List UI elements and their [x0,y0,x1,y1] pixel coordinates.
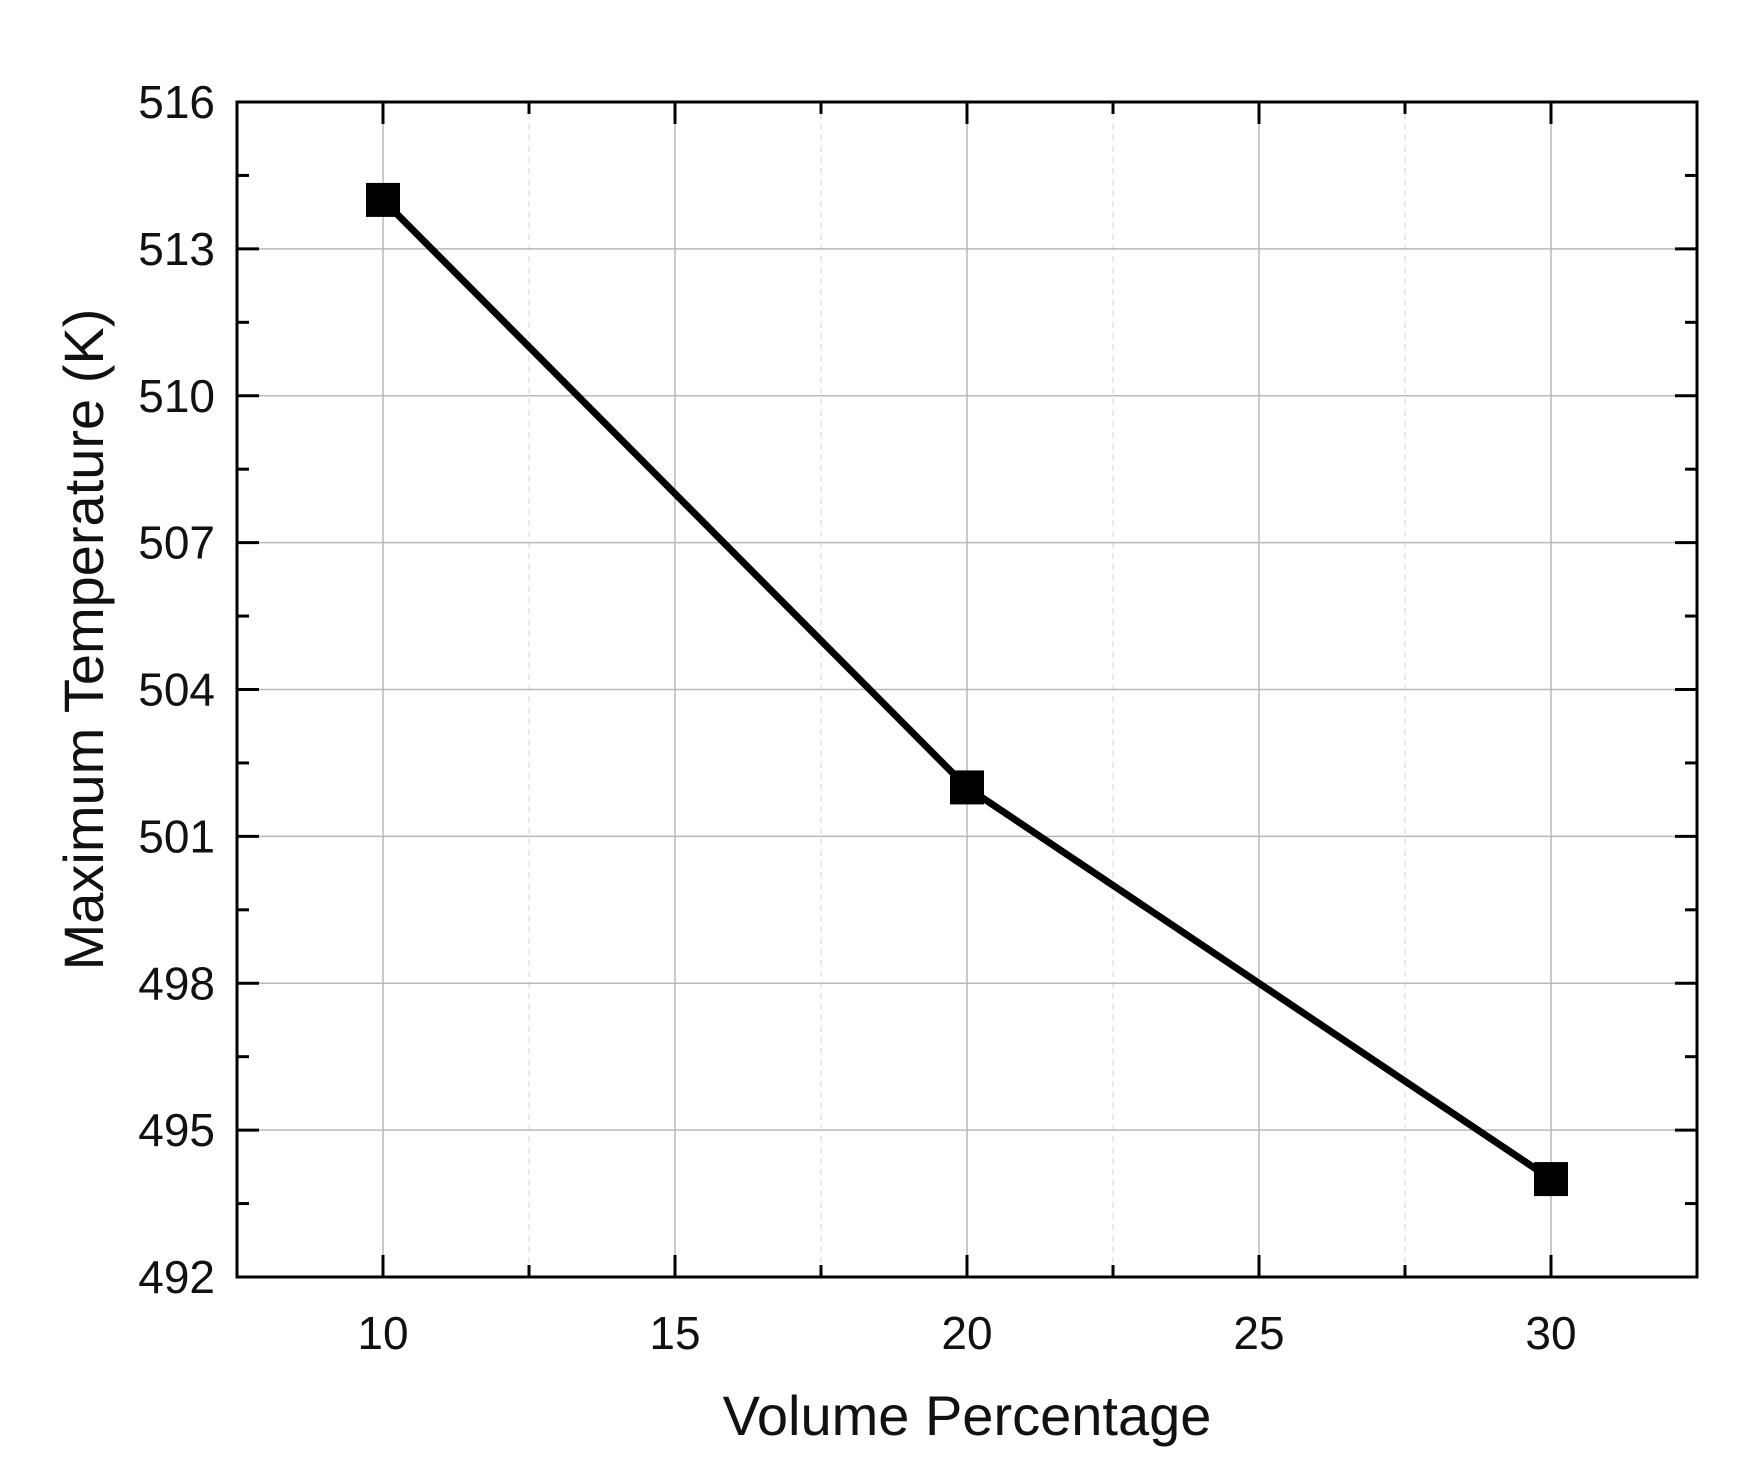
tick-labels: 10 15 20 25 30 492 495 498 501 504 507 510 513 516 [138,76,1576,1359]
x-tick-label: 15 [649,1307,700,1359]
axis-ticks [235,100,1699,1279]
x-tick-label: 20 [941,1307,992,1359]
y-tick-label: 495 [138,1104,215,1156]
data-series [366,182,1568,1197]
y-tick-label: 516 [138,76,215,128]
x-tick-label: 25 [1233,1307,1284,1359]
data-point-marker [950,770,984,805]
data-point-marker [1534,1162,1568,1197]
y-tick-label: 513 [138,223,215,275]
y-tick-label: 504 [138,664,215,716]
y-tick-label: 510 [138,370,215,422]
y-tick-label: 492 [138,1251,215,1303]
y-axis-title: Maximum Temperature (K) [52,309,115,971]
x-axis-title: Volume Percentage [723,1384,1212,1447]
data-point-marker [366,182,400,217]
y-tick-label: 507 [138,517,215,569]
x-tick-label: 10 [357,1307,408,1359]
y-tick-label: 498 [138,957,215,1009]
x-tick-label: 30 [1525,1307,1576,1359]
grid [237,102,1697,1277]
y-tick-label: 501 [138,810,215,862]
